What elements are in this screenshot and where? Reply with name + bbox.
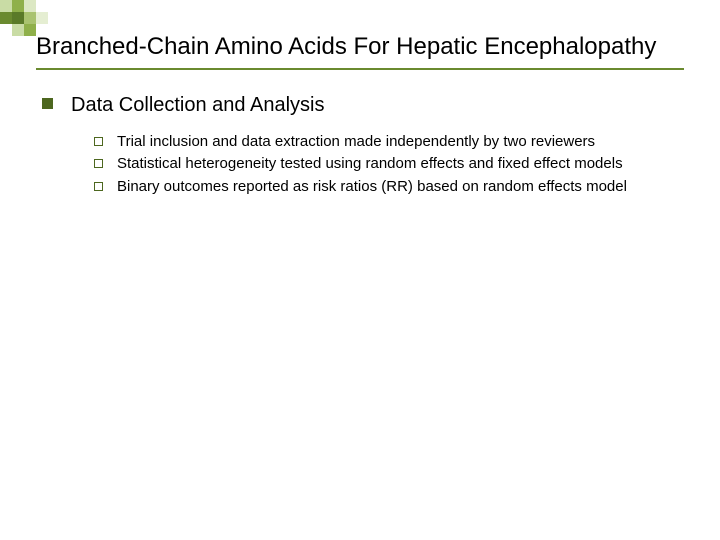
corner-decoration (0, 0, 60, 36)
level1-item: Data Collection and Analysis (36, 92, 684, 118)
deco-sq (24, 12, 36, 24)
bullet-hollow-icon (94, 182, 103, 191)
level2-list: Trial inclusion and data extraction made… (36, 132, 684, 197)
bullet-hollow-icon (94, 159, 103, 168)
slide-content: Branched-Chain Amino Acids For Hepatic E… (0, 0, 720, 197)
level2-item: Trial inclusion and data extraction made… (94, 132, 664, 152)
level2-text: Binary outcomes reported as risk ratios … (117, 177, 627, 197)
deco-sq (12, 24, 24, 36)
slide-title: Branched-Chain Amino Acids For Hepatic E… (36, 32, 684, 70)
bullet-hollow-icon (94, 137, 103, 146)
level2-text: Trial inclusion and data extraction made… (117, 132, 595, 152)
level2-item: Binary outcomes reported as risk ratios … (94, 177, 664, 197)
bullet-filled-icon (42, 98, 53, 109)
deco-sq (24, 0, 36, 12)
deco-sq (0, 0, 12, 12)
deco-sq (36, 12, 48, 24)
level1-heading: Data Collection and Analysis (71, 92, 324, 118)
level2-item: Statistical heterogeneity tested using r… (94, 154, 664, 174)
deco-sq (12, 12, 24, 24)
level2-text: Statistical heterogeneity tested using r… (117, 154, 623, 174)
deco-sq (24, 24, 36, 36)
deco-sq (12, 0, 24, 12)
deco-sq (0, 12, 12, 24)
